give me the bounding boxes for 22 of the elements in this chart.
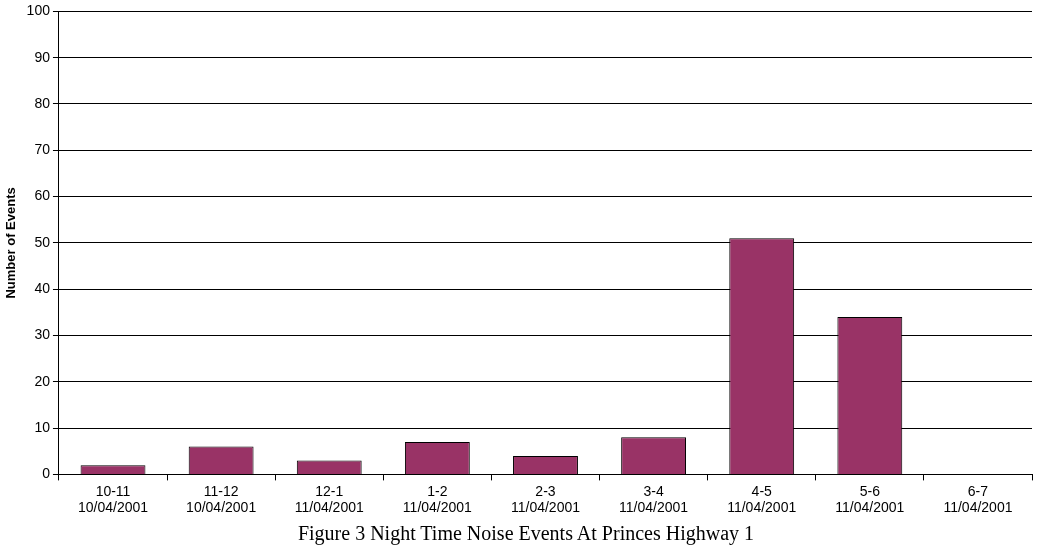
y-tick-label: 0 [42,465,51,482]
y-tick-label: 10 [34,418,51,435]
y-tick-label: 60 [34,187,51,204]
y-axis-title: Number of Events [3,187,19,299]
x-tick-label: 10-11 10/04/2001 [77,482,149,516]
y-tick-label: 50 [34,233,51,250]
x-tick-label: 2-3 11/04/2001 [510,482,581,516]
caption: Figure 3 Night Time Noise Events At Princes Highway 1 [296,522,756,545]
x-tick-label: 3-4 11/04/2001 [619,482,689,516]
y-tick-label: 40 [34,280,51,297]
x-tick-label: 5-6 11/04/2001 [835,482,905,516]
y-tick-label: 80 [34,94,51,111]
x-tick-label: 4-5 11/04/2001 [727,482,797,516]
x-tick-label: 12-1 11/04/2001 [294,482,364,516]
y-tick-label: 20 [34,372,51,389]
y-tick-label: 90 [34,48,51,65]
y-tick-label: 70 [34,141,51,158]
x-tick-label: 6-7 11/04/2001 [943,482,1013,516]
x-tick-label: 1-2 11/04/2001 [402,482,473,516]
y-tick-label: 100 [26,2,51,19]
x-tick-label: 11-12 10/04/2001 [186,482,257,516]
y-tick-label: 30 [34,326,51,343]
